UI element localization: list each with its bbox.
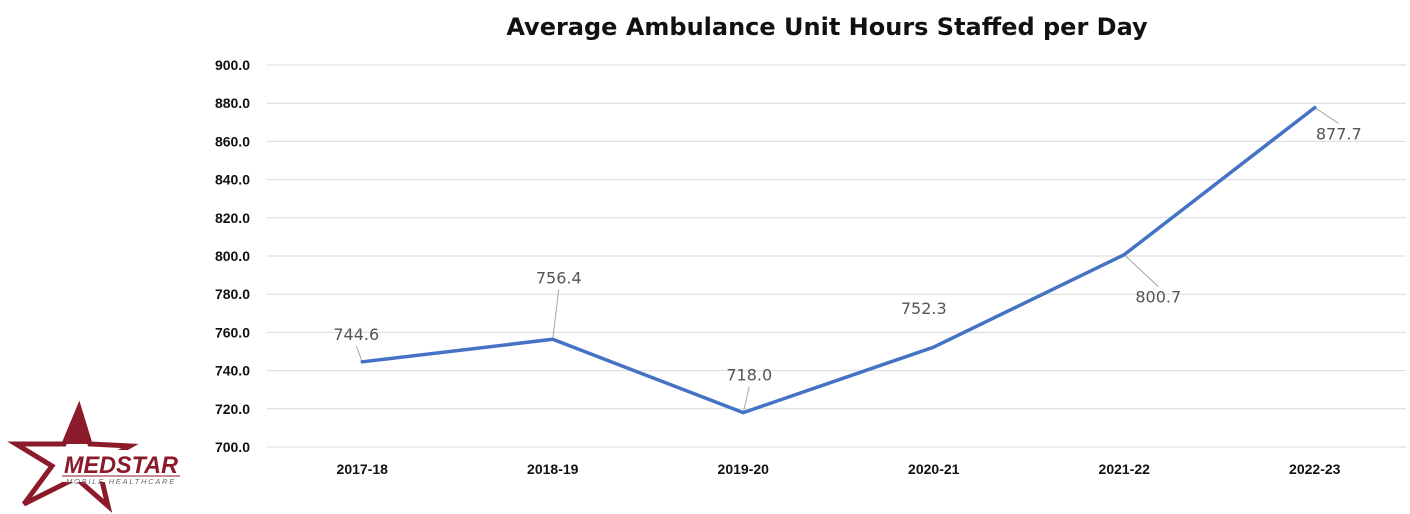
y-tick-label: 820.0: [215, 210, 250, 226]
data-label: 752.3: [901, 299, 947, 318]
medstar-logo: MEDSTAR MOBILE HEALTHCARE: [7, 400, 180, 514]
data-label-leader: [1314, 107, 1340, 125]
chart-title: Average Ambulance Unit Hours Staffed per…: [506, 13, 1148, 41]
data-label-leader: [742, 386, 750, 413]
data-labels: 744.6 756.4 718.0 752.3 800.7 877.7: [333, 125, 1361, 385]
data-label-leader: [552, 289, 560, 340]
series-line-group: [360, 105, 1317, 415]
data-label-leader-lines: [355, 107, 1340, 413]
y-tick-label: 760.0: [215, 324, 250, 340]
y-tick-label: 860.0: [215, 133, 250, 149]
data-label-leader: [355, 345, 363, 362]
x-tick-label: 2021-22: [1099, 461, 1151, 477]
data-label: 744.6: [333, 325, 379, 344]
y-axis-tick-labels: 700.0 720.0 740.0 760.0 780.0 800.0 820.0 840.0…: [215, 57, 250, 455]
x-tick-label: 2022-23: [1289, 461, 1341, 477]
y-tick-label: 700.0: [215, 439, 250, 455]
logo-text-backing: [62, 450, 180, 482]
series-line: [360, 105, 1317, 415]
x-tick-label: 2019-20: [718, 461, 770, 477]
x-tick-label: 2018-19: [527, 461, 579, 477]
x-axis-tick-labels: 2017-18 2018-19 2019-20 2020-21 2021-22 2022-…: [337, 461, 1341, 477]
logo-star-accent: [64, 408, 90, 444]
y-tick-label: 720.0: [215, 401, 250, 417]
y-tick-label: 780.0: [215, 286, 250, 302]
y-tick-label: 880.0: [215, 95, 250, 111]
gridlines: [267, 64, 1406, 448]
data-label: 800.7: [1135, 288, 1181, 307]
x-tick-label: 2020-21: [908, 461, 960, 477]
data-label: 877.7: [1316, 125, 1362, 144]
y-tick-label: 800.0: [215, 248, 250, 264]
x-tick-label: 2017-18: [337, 461, 389, 477]
y-tick-label: 740.0: [215, 363, 250, 379]
y-tick-label: 900.0: [215, 57, 250, 73]
data-label-leader: [1123, 254, 1159, 288]
logo-wordmark: MEDSTAR: [64, 452, 179, 479]
y-tick-label: 840.0: [215, 172, 250, 188]
data-label: 756.4: [536, 268, 582, 287]
data-label: 718.0: [726, 366, 772, 385]
logo-tagline: MOBILE HEALTHCARE: [66, 479, 176, 486]
